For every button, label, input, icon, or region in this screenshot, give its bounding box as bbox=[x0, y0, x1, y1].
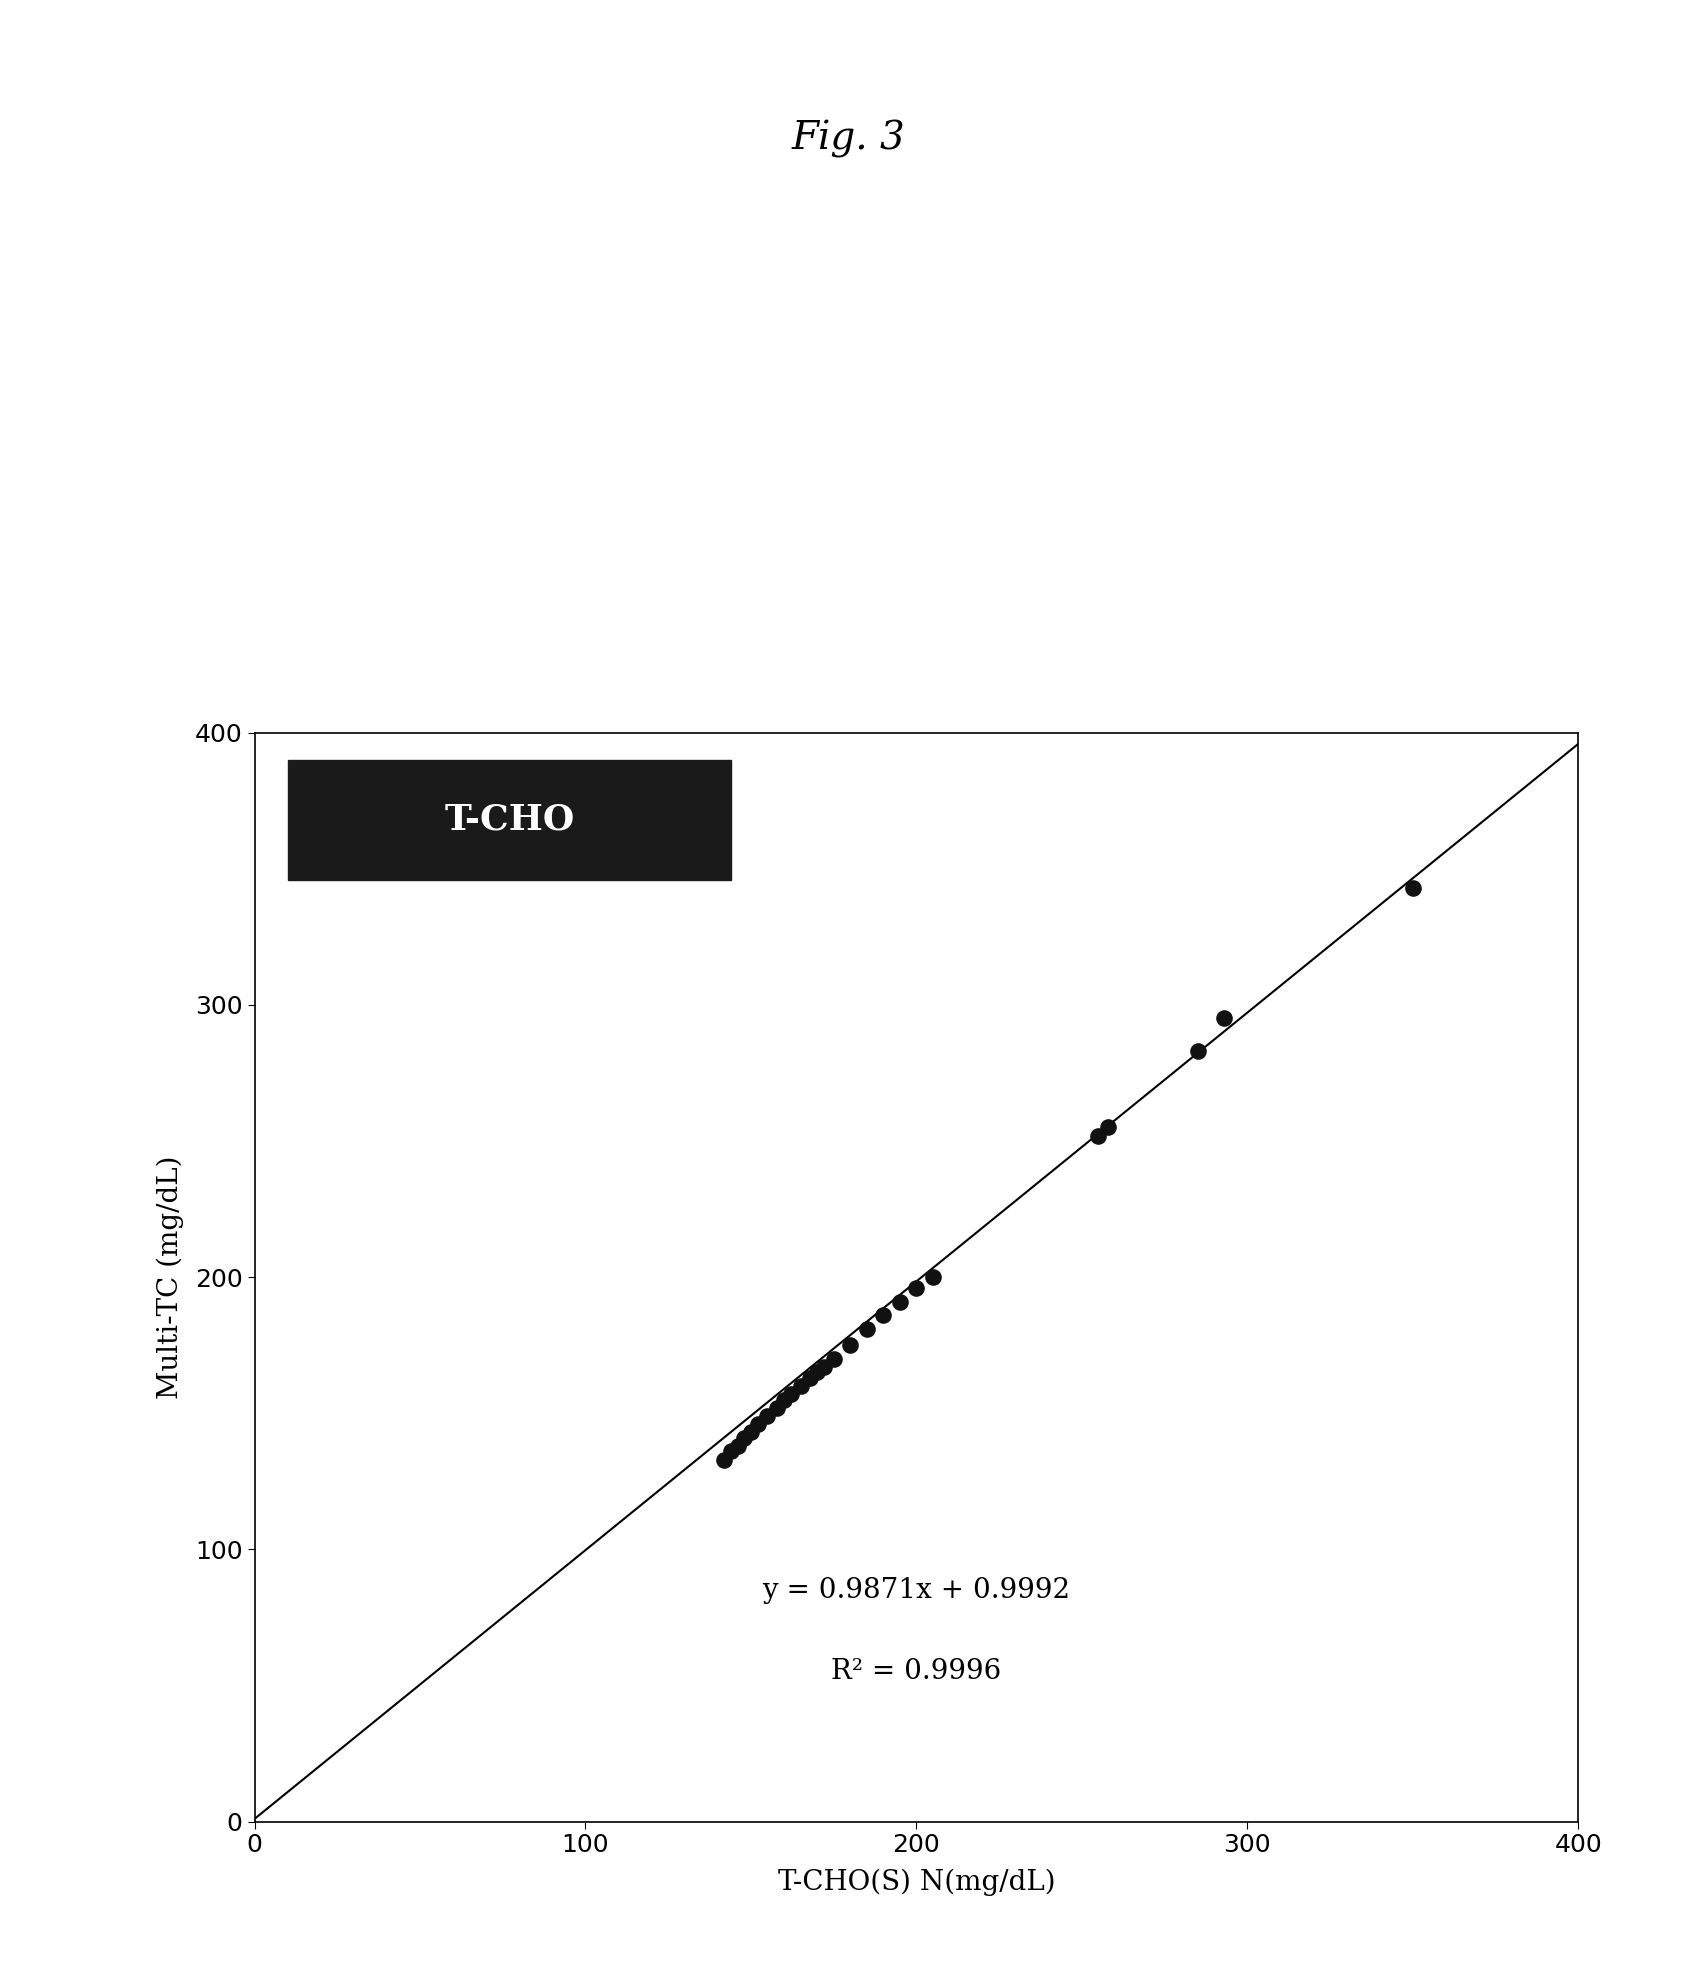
Point bbox=[777, 1378, 804, 1410]
FancyBboxPatch shape bbox=[288, 760, 731, 879]
Point bbox=[809, 1350, 837, 1382]
Point bbox=[753, 1400, 781, 1432]
Point bbox=[743, 1408, 770, 1439]
Text: T-CHO: T-CHO bbox=[445, 802, 575, 838]
Point bbox=[886, 1285, 913, 1317]
Point bbox=[731, 1422, 759, 1453]
Point bbox=[903, 1273, 930, 1305]
X-axis label: T-CHO(S) N(mg/dL): T-CHO(S) N(mg/dL) bbox=[777, 1869, 1056, 1897]
Point bbox=[1210, 1002, 1237, 1034]
Point bbox=[736, 1416, 764, 1447]
Point bbox=[711, 1443, 738, 1475]
Point bbox=[1185, 1036, 1212, 1067]
Point bbox=[787, 1370, 815, 1402]
Point bbox=[920, 1261, 947, 1293]
Point bbox=[804, 1356, 832, 1388]
Text: R² = 0.9996: R² = 0.9996 bbox=[832, 1659, 1001, 1685]
Point bbox=[725, 1430, 752, 1461]
Y-axis label: Multi-TC (mg/dL): Multi-TC (mg/dL) bbox=[156, 1156, 183, 1398]
Point bbox=[837, 1329, 864, 1360]
Point bbox=[820, 1342, 847, 1374]
Text: Fig. 3: Fig. 3 bbox=[791, 119, 906, 158]
Point bbox=[764, 1392, 791, 1424]
Point bbox=[869, 1299, 896, 1331]
Point bbox=[854, 1313, 881, 1344]
Point bbox=[798, 1362, 825, 1394]
Point bbox=[1084, 1121, 1112, 1152]
Point bbox=[1095, 1111, 1122, 1142]
Text: y = 0.9871x + 0.9992: y = 0.9871x + 0.9992 bbox=[762, 1576, 1071, 1604]
Point bbox=[770, 1384, 798, 1416]
Point bbox=[1398, 871, 1425, 903]
Point bbox=[718, 1436, 745, 1467]
